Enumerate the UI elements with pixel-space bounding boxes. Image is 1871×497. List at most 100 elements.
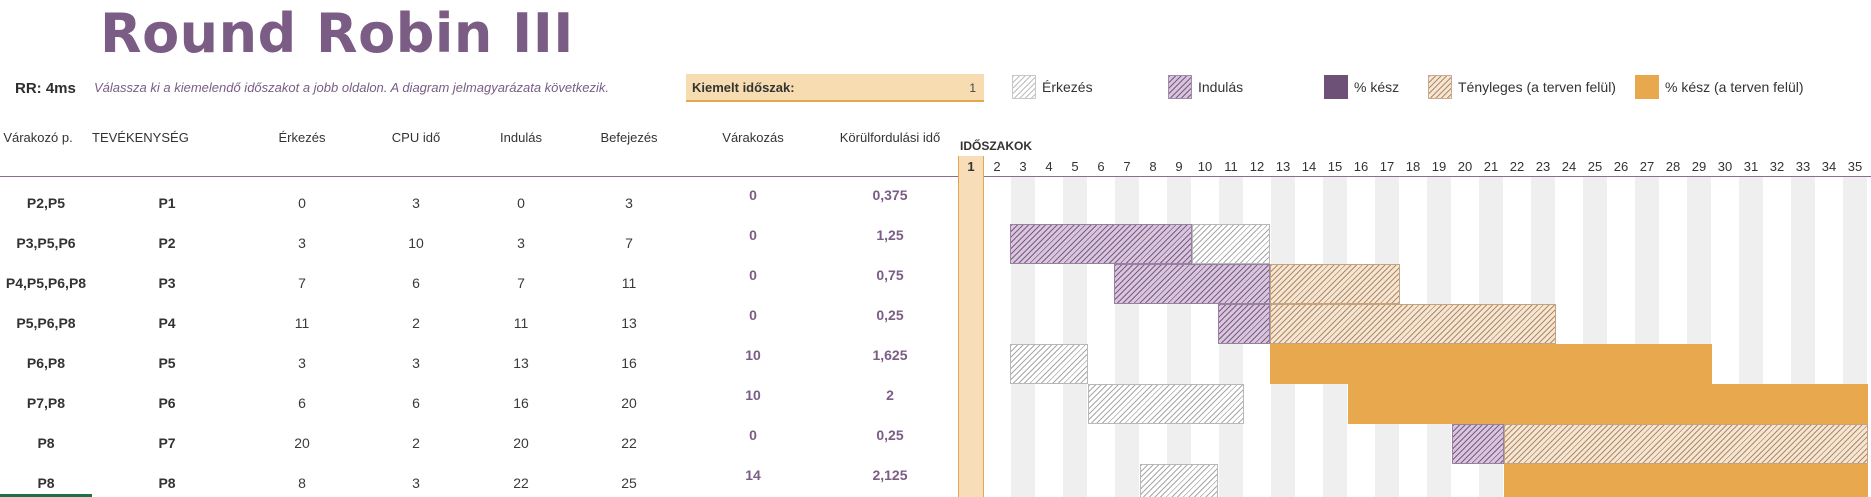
cell-start[interactable]: 11 [513, 315, 529, 331]
cell-end[interactable]: 7 [625, 235, 633, 251]
cell-arrival[interactable]: 3 [298, 355, 306, 371]
period-number-row: 1 2 3 4 5 6 7 8 9 10 11 12 13 14 15 16 17 18 19 20 21 22 23 24 2… [958, 156, 1871, 177]
period-number: 15 [1327, 159, 1343, 174]
gantt-bar-pctx [1504, 464, 1868, 497]
cell-arrival[interactable]: 11 [294, 315, 310, 331]
cell-start[interactable]: 13 [513, 355, 529, 371]
cell-waiting[interactable]: 0 [749, 307, 757, 323]
cell-end[interactable]: 20 [621, 395, 637, 411]
cell-start[interactable]: 22 [513, 475, 529, 491]
period-number: 27 [1639, 159, 1655, 174]
period-number: 35 [1847, 159, 1863, 174]
cell-turnaround[interactable]: 0,75 [876, 267, 904, 283]
cell-turnaround[interactable]: 2 [886, 387, 894, 403]
period-number: 31 [1743, 159, 1759, 174]
period-number: 14 [1301, 159, 1317, 174]
cell-start[interactable]: 20 [513, 435, 529, 451]
cell-waiting-processes[interactable]: P5,P6,P8 [16, 315, 76, 331]
cell-end[interactable]: 25 [621, 475, 637, 491]
cell-activity[interactable]: P2 [158, 235, 176, 251]
cell-waiting-processes[interactable]: P7,P8 [26, 395, 66, 411]
cell-activity[interactable]: P8 [158, 475, 176, 491]
percent-complete-beyond-plan-solid-icon [1635, 75, 1659, 99]
cell-turnaround[interactable]: 0,25 [876, 427, 904, 443]
cell-waiting[interactable]: 10 [745, 387, 761, 403]
cell-waiting[interactable]: 10 [745, 347, 761, 363]
col-header-arrival: Érkezés [278, 130, 326, 145]
legend-percent-complete: % kész [1324, 74, 1399, 100]
cell-cpu-time[interactable]: 6 [412, 275, 420, 291]
cell-arrival[interactable]: 7 [298, 275, 306, 291]
cell-start[interactable]: 7 [517, 275, 525, 291]
cell-activity[interactable]: P3 [158, 275, 176, 291]
cell-cpu-time[interactable]: 2 [412, 435, 420, 451]
period-number: 1 [967, 159, 975, 174]
period-number: 8 [1149, 159, 1157, 174]
legend-start: Indulás [1168, 74, 1243, 100]
highlight-period-field[interactable]: Kiemelt időszak: 1 [686, 74, 984, 102]
cell-waiting[interactable]: 0 [749, 267, 757, 283]
gantt-bar-ind [1114, 264, 1270, 304]
cell-waiting-processes[interactable]: P3,P5,P6 [16, 235, 76, 251]
periods-label: IDŐSZAKOK [960, 139, 1032, 153]
period-number: 21 [1483, 159, 1499, 174]
legend-arrival-label: Érkezés [1042, 79, 1093, 95]
cell-cpu-time[interactable]: 2 [412, 315, 420, 331]
cell-waiting[interactable]: 14 [745, 467, 761, 483]
start-hatch-icon [1168, 75, 1192, 99]
gantt-bar-ind [1010, 224, 1192, 264]
cell-end[interactable]: 13 [621, 315, 637, 331]
cell-arrival[interactable]: 20 [294, 435, 310, 451]
highlight-period-value[interactable]: 1 [969, 81, 976, 95]
cell-activity[interactable]: P5 [158, 355, 176, 371]
legend-actual-beyond-plan-label: Tényleges (a terven felül) [1458, 79, 1616, 95]
cell-end[interactable]: 16 [621, 355, 637, 371]
cell-end[interactable]: 3 [625, 195, 633, 211]
cell-cpu-time[interactable]: 6 [412, 395, 420, 411]
cell-turnaround[interactable]: 0,25 [876, 307, 904, 323]
cell-arrival[interactable]: 8 [298, 475, 306, 491]
cell-activity[interactable]: P4 [158, 315, 176, 331]
period-number: 3 [1019, 159, 1027, 174]
period-number: 23 [1535, 159, 1551, 174]
cell-waiting-processes[interactable]: P8 [37, 475, 55, 491]
cell-waiting[interactable]: 0 [749, 187, 757, 203]
cell-waiting[interactable]: 0 [749, 227, 757, 243]
cell-activity[interactable]: P1 [158, 195, 176, 211]
cell-end[interactable]: 11 [621, 275, 637, 291]
cell-arrival[interactable]: 0 [298, 195, 306, 211]
cell-activity[interactable]: P7 [158, 435, 176, 451]
cell-cpu-time[interactable]: 3 [412, 195, 420, 211]
percent-complete-solid-icon [1324, 75, 1348, 99]
cell-waiting[interactable]: 0 [749, 427, 757, 443]
cell-cpu-time[interactable]: 10 [408, 235, 424, 251]
period-number: 20 [1457, 159, 1473, 174]
cell-turnaround[interactable]: 1,25 [876, 227, 904, 243]
cell-turnaround[interactable]: 2,125 [872, 467, 908, 483]
cell-waiting-processes[interactable]: P6,P8 [26, 355, 66, 371]
cell-waiting-processes[interactable]: P8 [37, 435, 55, 451]
cell-start[interactable]: 3 [517, 235, 525, 251]
cell-start[interactable]: 0 [517, 195, 525, 211]
cell-end[interactable]: 22 [621, 435, 637, 451]
col-header-waiting-processes: Várakozó p. [3, 130, 73, 145]
cell-cpu-time[interactable]: 3 [412, 475, 420, 491]
cell-activity[interactable]: P6 [158, 395, 176, 411]
legend-percent-complete-label: % kész [1354, 79, 1400, 95]
cell-arrival[interactable]: 6 [298, 395, 306, 411]
legend-percent-beyond-plan-label: % kész (a terven felül) [1665, 79, 1804, 95]
period-number: 26 [1613, 159, 1629, 174]
cell-turnaround[interactable]: 1,625 [872, 347, 908, 363]
period-number: 2 [993, 159, 1001, 174]
highlight-period-label: Kiemelt időszak: [692, 80, 795, 95]
period-number: 7 [1123, 159, 1131, 174]
cell-waiting-processes[interactable]: P2,P5 [26, 195, 66, 211]
cell-turnaround[interactable]: 0,375 [872, 187, 908, 203]
col-header-start: Indulás [500, 130, 542, 145]
cell-waiting-processes[interactable]: P4,P5,P6,P8 [5, 275, 87, 291]
cell-cpu-time[interactable]: 3 [412, 355, 420, 371]
cell-arrival[interactable]: 3 [298, 235, 306, 251]
gantt-bar-pctx [1270, 344, 1712, 384]
cell-start[interactable]: 16 [513, 395, 529, 411]
period-number: 16 [1353, 159, 1369, 174]
